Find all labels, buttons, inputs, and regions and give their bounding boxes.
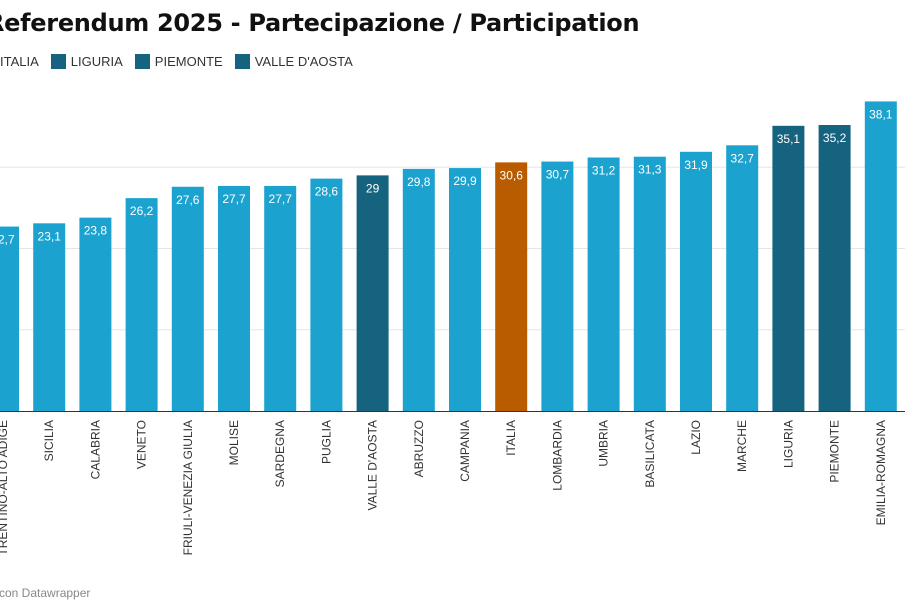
bar (818, 125, 851, 411)
x-tick-label: UMBRIA (597, 420, 611, 467)
bar (541, 161, 574, 411)
bar (125, 198, 158, 411)
x-tick-label: PUGLIA (319, 420, 333, 464)
data-label: 31,3 (638, 163, 662, 177)
bar (495, 162, 528, 411)
data-label: 26,2 (130, 204, 154, 218)
x-tick-label: ITALIA (504, 420, 518, 456)
bar (449, 168, 481, 411)
data-label: 27,6 (176, 193, 200, 207)
data-label: 27,7 (269, 192, 293, 206)
footer-credit: con Datawrapper (0, 586, 91, 600)
bar (587, 157, 620, 411)
data-label: 30,7 (546, 168, 570, 182)
data-label: 30,6 (500, 168, 524, 182)
bar (680, 151, 712, 411)
chart-title: Referendum 2025 - Partecipazione / Parti… (0, 9, 640, 37)
legend-label: LIGURIA (70, 53, 123, 69)
data-label: 31,2 (592, 164, 616, 178)
x-tick-label: TRENTINO-ALTO ADIGE (0, 420, 10, 556)
bar (726, 145, 759, 411)
data-label: 35,2 (823, 131, 847, 145)
data-label: 29,9 (453, 174, 477, 188)
bar (0, 226, 19, 411)
bar (772, 125, 805, 411)
x-tick-label: LIGURIA (781, 420, 795, 468)
x-tick-label: SICILIA (42, 420, 56, 461)
bar (356, 175, 389, 411)
data-label: 31,9 (684, 158, 708, 172)
bar (33, 223, 66, 411)
data-label: 27,7 (222, 192, 246, 206)
legend-swatch (50, 53, 66, 69)
data-label: 28,6 (315, 185, 339, 199)
legend-swatch (234, 53, 250, 69)
data-label: 23,1 (38, 229, 62, 243)
data-label: 23,8 (84, 224, 108, 238)
bar (171, 186, 204, 411)
data-label: 38,1 (869, 107, 893, 121)
x-tick-label: VALLE D'AOSTA (366, 420, 380, 511)
x-tick-label: SARDEGNA (273, 420, 287, 487)
legend-label: ITALIA (0, 53, 39, 69)
bar (864, 101, 897, 411)
x-tick-label: MARCHE (735, 420, 749, 472)
legend-label: VALLE D'AOSTA (254, 53, 353, 69)
bar (402, 168, 435, 411)
x-tick-label: EMILIA-ROMAGNA (874, 420, 888, 525)
legend-item-piemonte: PIEMONTE (134, 53, 223, 69)
legend-item-valle-daosta: VALLE D'AOSTA (234, 53, 353, 69)
x-tick-label: VENETO (135, 420, 149, 469)
data-label: 22,7 (0, 233, 15, 247)
x-tick-label: MOLISE (227, 420, 241, 465)
data-label: 29 (366, 181, 380, 195)
bar (310, 178, 343, 411)
data-label: 35,1 (777, 132, 801, 146)
data-label: 29,8 (407, 175, 431, 189)
x-tick-label: CALABRIA (88, 420, 102, 479)
x-tick-label: FRIULI-VENEZIA GIULIA (181, 420, 195, 555)
x-tick-label: BASILICATA (643, 420, 657, 488)
legend-label: PIEMONTE (154, 53, 223, 69)
legend-item-liguria: LIGURIA (50, 53, 123, 69)
legend-swatch (134, 53, 150, 69)
x-tick-label: LOMBARDIA (550, 420, 564, 491)
legend-item-italia: ITALIA (0, 54, 39, 69)
x-tick-label: PIEMONTE (828, 420, 842, 483)
x-tick-label: CAMPANIA (458, 420, 472, 482)
data-label: 32,7 (731, 151, 755, 165)
bar (264, 185, 297, 411)
bar (218, 185, 250, 411)
legend: ITALIA LIGURIA PIEMONTE VALLE D'AOSTA (0, 52, 365, 70)
x-tick-label: ABRUZZO (412, 420, 426, 477)
bar (79, 217, 112, 411)
bar (633, 156, 666, 411)
x-tick-label: LAZIO (689, 420, 703, 455)
